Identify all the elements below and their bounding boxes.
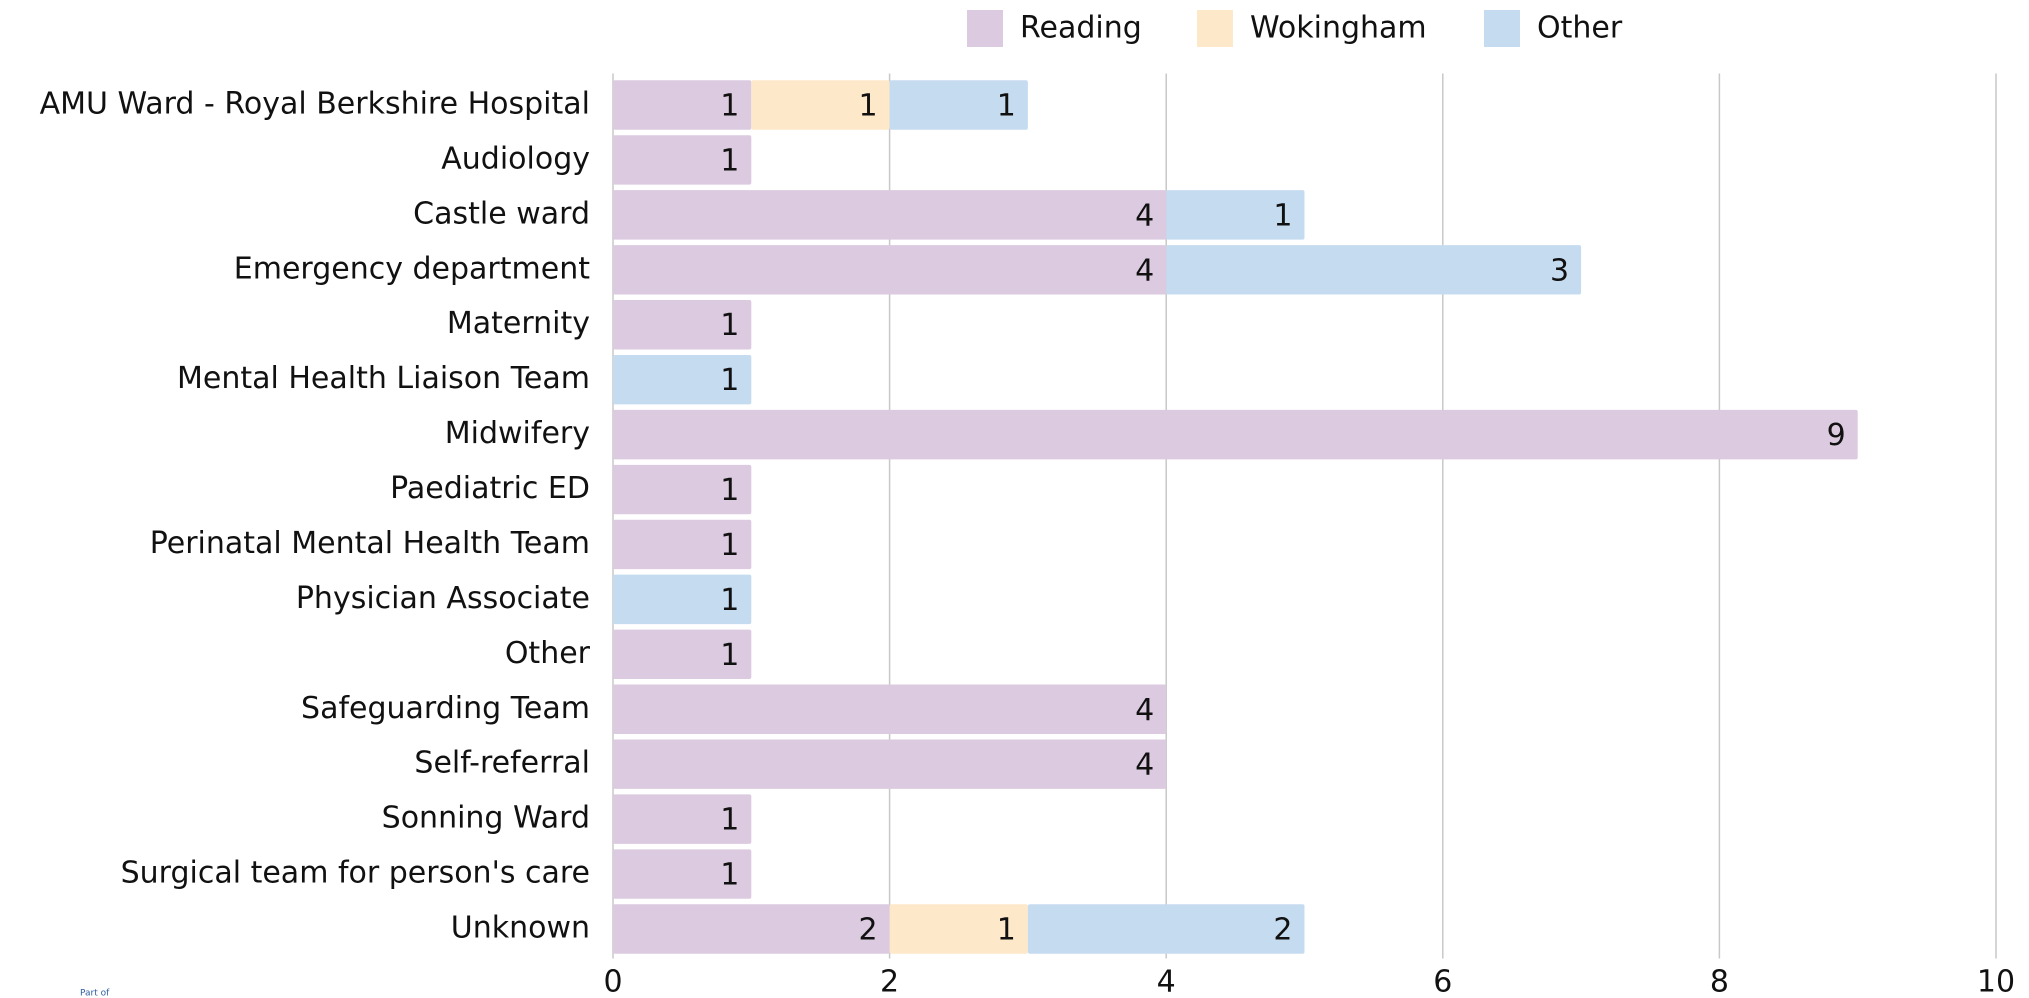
y-tick-label: Physician Associate: [296, 581, 590, 616]
footer-note: Part of: [80, 989, 110, 998]
data-label: 9: [1827, 418, 1846, 453]
y-tick-label: Safeguarding Team: [301, 691, 590, 726]
bar-segment: [613, 629, 752, 680]
data-label: 1: [720, 473, 739, 508]
data-label: 1: [720, 363, 739, 398]
y-tick-label: Castle ward: [413, 196, 590, 231]
data-label: 1: [720, 528, 739, 563]
data-label: 3: [1550, 253, 1569, 288]
bar-segment: [1027, 904, 1305, 954]
bar-segment: [613, 135, 752, 185]
x-tick-label: 4: [1157, 965, 1176, 998]
data-label: 1: [720, 638, 739, 673]
x-tick-label: 6: [1433, 965, 1452, 998]
y-tick-label: Sonning Ward: [382, 801, 590, 836]
bar-segment: [613, 300, 752, 350]
bar-segment: [613, 190, 1167, 240]
x-tick-label: 2: [880, 965, 899, 998]
y-tick-label: Mental Health Liaison Team: [177, 361, 590, 396]
y-tick-label: Surgical team for person's care: [121, 856, 590, 891]
data-label: 2: [859, 913, 878, 948]
y-tick-label: Maternity: [447, 306, 590, 341]
bar-segment: [613, 904, 890, 954]
bar-segment: [613, 354, 752, 405]
data-label: 4: [1135, 748, 1154, 783]
data-label: 1: [720, 583, 739, 618]
y-tick-label: Midwifery: [445, 416, 590, 451]
bar-segment: [613, 409, 1858, 460]
data-label: 4: [1135, 253, 1154, 288]
bar-segment: [613, 80, 752, 130]
data-label: 1: [859, 89, 878, 124]
data-label: 2: [1273, 913, 1292, 948]
legend-swatch: [1197, 10, 1233, 47]
bar-segment: [613, 245, 1167, 295]
y-tick-label: Perinatal Mental Health Team: [150, 526, 590, 561]
bar-segment: [751, 80, 890, 130]
y-tick-label: Other: [505, 636, 591, 671]
x-tick-label: 8: [1710, 965, 1729, 998]
legend-label: Wokingham: [1250, 11, 1427, 46]
bar-segment: [613, 684, 1167, 734]
data-label: 1: [720, 89, 739, 124]
y-tick-label: Paediatric ED: [390, 471, 590, 506]
legend-label: Reading: [1020, 11, 1142, 46]
legend-label: Other: [1537, 11, 1623, 46]
y-tick-label: Emergency department: [234, 251, 590, 286]
data-label: 1: [720, 143, 739, 178]
y-tick-label: Unknown: [451, 911, 590, 946]
data-label: 1: [720, 803, 739, 838]
x-tick-label: 0: [603, 965, 622, 998]
legend-swatch: [967, 10, 1003, 47]
y-tick-label: Audiology: [441, 141, 590, 176]
bar-segment: [889, 80, 1028, 130]
bar-segment: [613, 849, 752, 899]
bar-segment: [613, 574, 752, 625]
legend-swatch: [1484, 10, 1520, 47]
data-label: 1: [997, 913, 1016, 948]
data-label: 1: [1273, 198, 1292, 233]
data-label: 1: [720, 308, 739, 343]
bar-segment: [1166, 245, 1582, 295]
y-tick-label: Self-referral: [414, 746, 590, 781]
data-label: 4: [1135, 693, 1154, 728]
data-label: 1: [997, 89, 1016, 124]
bar-segment: [889, 904, 1028, 954]
bar-segment: [1166, 190, 1305, 240]
bar-segment: [613, 739, 1167, 789]
bar-segment: [613, 519, 752, 570]
data-label: 1: [720, 858, 739, 893]
data-label: 4: [1135, 198, 1154, 233]
bar-segment: [613, 794, 752, 844]
y-tick-label: AMU Ward - Royal Berkshire Hospital: [40, 87, 590, 122]
x-tick-label: 10: [1977, 965, 2015, 998]
bar-segment: [613, 464, 752, 515]
